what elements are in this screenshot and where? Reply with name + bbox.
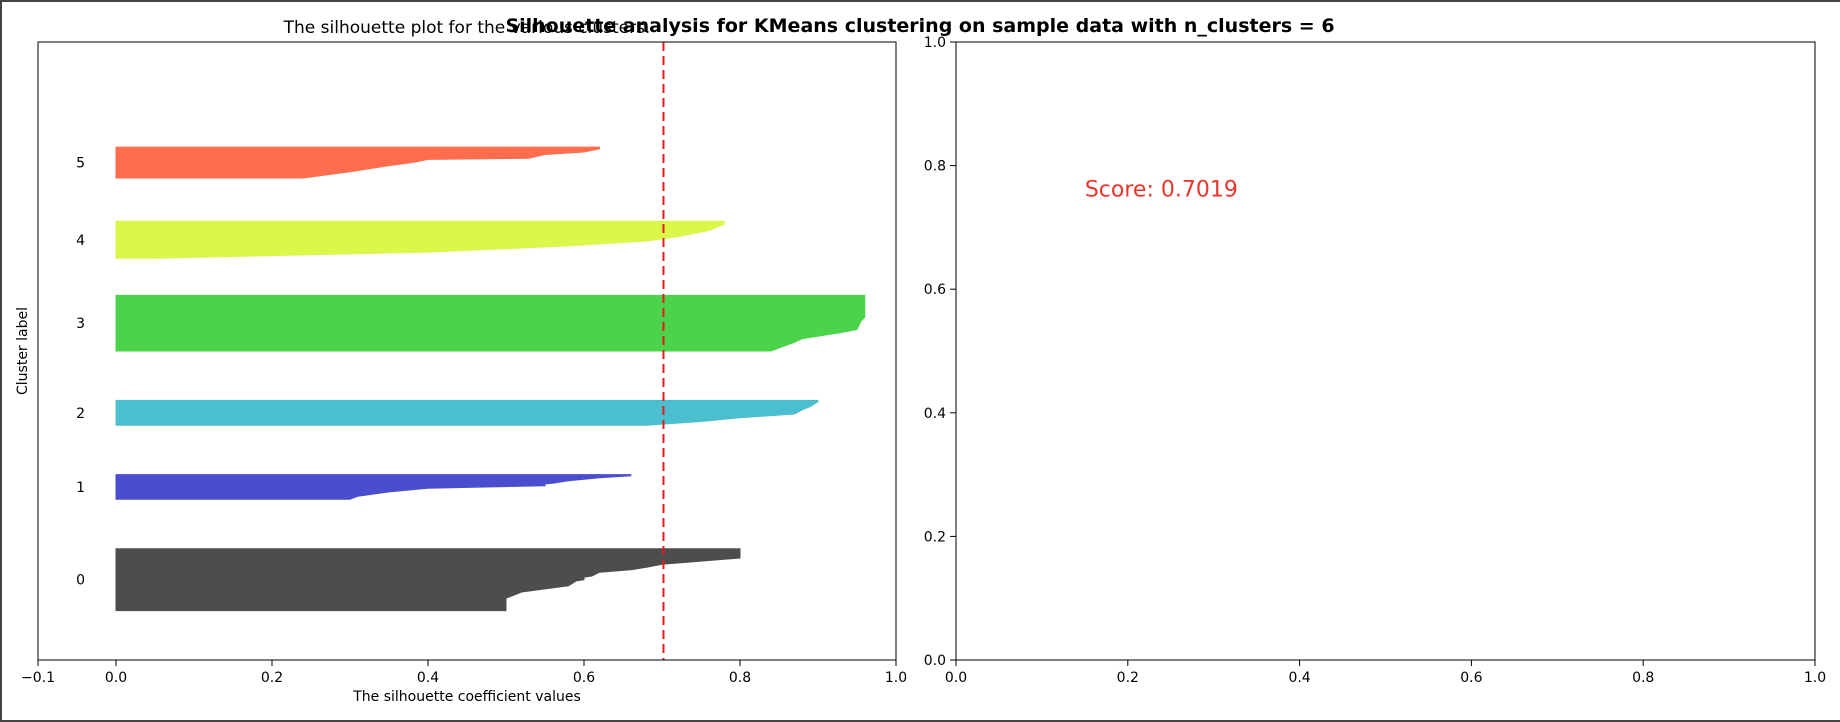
silhouette-area-cluster-3 (115, 294, 866, 352)
y-tick-label: 0.2 (924, 529, 946, 545)
cluster-labels: 0 1 2 3 4 5 (76, 156, 85, 589)
x-tick-label: 0.8 (1632, 670, 1654, 686)
figure-suptitle: Silhouette analysis for KMeans clusterin… (505, 15, 1334, 37)
silhouette-cluster-areas (115, 146, 866, 612)
cluster-label-5: 5 (76, 156, 85, 172)
cluster-label-3: 3 (76, 316, 85, 332)
x-tick-label: −0.1 (21, 670, 55, 686)
y-tick-label: 1.0 (924, 35, 946, 51)
silhouette-plot-title: The silhouette plot for the various clus… (283, 18, 651, 38)
score-x-ticks: 0.0 0.2 0.4 0.6 0.8 1.0 (945, 660, 1826, 686)
x-tick-label: 0.4 (1288, 670, 1310, 686)
cluster-label-0: 0 (76, 573, 85, 589)
score-axes: 0.0 0.2 0.4 0.6 0.8 1.0 0.0 0.2 0.4 0.6 0.8 1.0 Sc… (924, 35, 1826, 686)
y-tick-label: 0.8 (924, 159, 946, 175)
silhouette-x-axis-label: The silhouette coefficient values (352, 689, 581, 705)
silhouette-x-ticks: −0.1 0.0 0.2 0.4 0.6 0.8 1.0 (21, 660, 907, 686)
score-axes-frame (955, 41, 1816, 661)
x-tick-label: 0.0 (945, 670, 967, 686)
cluster-label-4: 4 (76, 233, 85, 249)
silhouette-axes-frame (37, 41, 897, 661)
silhouette-area-cluster-1 (115, 474, 632, 500)
score-y-ticks: 0.0 0.2 0.4 0.6 0.8 1.0 (924, 35, 956, 669)
cluster-label-1: 1 (76, 480, 85, 496)
y-tick-label: 0.0 (924, 653, 946, 669)
score-annotation: Score: 0.7019 (1085, 178, 1238, 203)
silhouette-area-cluster-0 (115, 548, 741, 612)
x-tick-label: 0.6 (1460, 670, 1482, 686)
silhouette-y-axis-label: Cluster label (15, 307, 31, 395)
x-tick-label: 0.2 (261, 670, 283, 686)
x-tick-label: 1.0 (1804, 670, 1826, 686)
silhouette-area-cluster-5 (115, 146, 601, 179)
x-tick-label: 0.2 (1117, 670, 1139, 686)
y-tick-label: 0.6 (924, 282, 946, 298)
x-tick-label: 0.6 (573, 670, 595, 686)
x-tick-label: 0.8 (729, 670, 751, 686)
silhouette-axes: 0 1 2 3 4 5 −0.1 0.0 0.2 0.4 0.6 0.8 1.0 The silhou… (15, 18, 907, 705)
silhouette-area-cluster-4 (115, 220, 725, 259)
cluster-label-2: 2 (76, 406, 85, 422)
x-tick-label: 0.4 (417, 670, 439, 686)
x-tick-label: 0.0 (105, 670, 127, 686)
y-tick-label: 0.4 (924, 406, 946, 422)
x-tick-label: 1.0 (885, 670, 907, 686)
silhouette-area-cluster-2 (115, 399, 819, 426)
